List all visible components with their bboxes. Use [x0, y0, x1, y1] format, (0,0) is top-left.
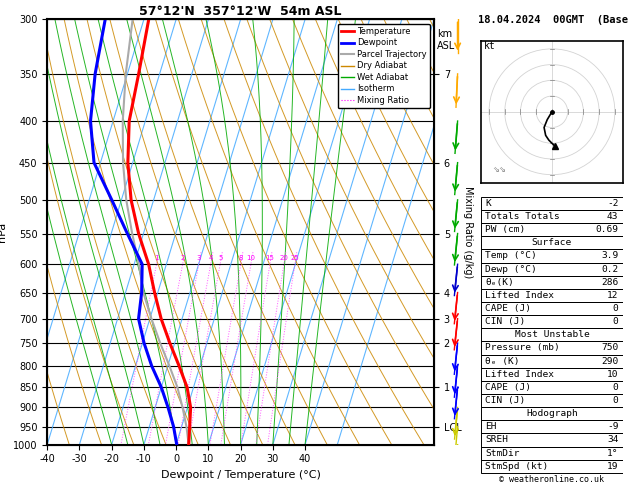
Bar	[481, 368, 623, 381]
Bar	[481, 210, 623, 223]
Text: 34: 34	[607, 435, 618, 445]
Bar	[481, 302, 623, 315]
Y-axis label: hPa: hPa	[0, 222, 8, 242]
Text: 1°: 1°	[607, 449, 618, 458]
Text: 290: 290	[601, 357, 618, 365]
Text: 0.69: 0.69	[596, 225, 618, 234]
Text: Dewp (°C): Dewp (°C)	[486, 264, 537, 274]
Bar	[481, 315, 623, 328]
X-axis label: Dewpoint / Temperature (°C): Dewpoint / Temperature (°C)	[160, 470, 321, 480]
Text: ⇘⇘: ⇘⇘	[492, 165, 506, 174]
Legend: Temperature, Dewpoint, Parcel Trajectory, Dry Adiabat, Wet Adiabat, Isotherm, Mi: Temperature, Dewpoint, Parcel Trajectory…	[338, 24, 430, 108]
Text: 3.9: 3.9	[601, 251, 618, 260]
Text: 19: 19	[607, 462, 618, 471]
Text: 0.2: 0.2	[601, 264, 618, 274]
Text: EH: EH	[486, 422, 497, 432]
Text: Lifted Index: Lifted Index	[486, 291, 554, 300]
Text: CAPE (J): CAPE (J)	[486, 304, 532, 313]
Bar	[481, 249, 623, 262]
Bar	[481, 276, 623, 289]
Bar	[481, 262, 623, 276]
Bar	[481, 381, 623, 394]
Text: 43: 43	[607, 212, 618, 221]
Bar	[481, 328, 623, 341]
Text: SREH: SREH	[486, 435, 508, 445]
Bar	[481, 447, 623, 460]
Text: 0: 0	[613, 304, 618, 313]
Text: © weatheronline.co.uk: © weatheronline.co.uk	[499, 475, 604, 484]
Text: Most Unstable: Most Unstable	[515, 330, 589, 339]
Text: 10: 10	[607, 370, 618, 379]
Text: 20: 20	[280, 255, 289, 261]
Text: StmDir: StmDir	[486, 449, 520, 458]
Text: Temp (°C): Temp (°C)	[486, 251, 537, 260]
Text: 0: 0	[613, 383, 618, 392]
Text: PW (cm): PW (cm)	[486, 225, 526, 234]
Text: 12: 12	[607, 291, 618, 300]
Text: -9: -9	[607, 422, 618, 432]
Text: Totals Totals: Totals Totals	[486, 212, 560, 221]
Text: 25: 25	[291, 255, 299, 261]
Text: CIN (J): CIN (J)	[486, 396, 526, 405]
Y-axis label: Mixing Ratio (g/kg): Mixing Ratio (g/kg)	[462, 186, 472, 278]
Bar	[481, 434, 623, 447]
Text: km
ASL: km ASL	[437, 29, 455, 51]
Bar	[481, 289, 623, 302]
Bar	[481, 223, 623, 236]
Text: 0: 0	[613, 396, 618, 405]
Text: Surface: Surface	[532, 238, 572, 247]
Text: θₑ (K): θₑ (K)	[486, 357, 520, 365]
Text: CAPE (J): CAPE (J)	[486, 383, 532, 392]
Text: CIN (J): CIN (J)	[486, 317, 526, 326]
Bar	[481, 394, 623, 407]
Text: 5: 5	[218, 255, 223, 261]
Bar	[481, 197, 623, 210]
Text: θₑ(K): θₑ(K)	[486, 278, 514, 287]
Text: kt: kt	[484, 41, 496, 51]
Text: 15: 15	[265, 255, 274, 261]
Text: 750: 750	[601, 344, 618, 352]
Bar	[481, 341, 623, 355]
Text: 0: 0	[613, 317, 618, 326]
Text: Pressure (mb): Pressure (mb)	[486, 344, 560, 352]
Title: 57°12'N  357°12'W  54m ASL: 57°12'N 357°12'W 54m ASL	[140, 5, 342, 18]
Text: 4: 4	[209, 255, 213, 261]
Text: 286: 286	[601, 278, 618, 287]
Text: 8: 8	[239, 255, 243, 261]
Bar	[481, 460, 623, 473]
Text: 10: 10	[247, 255, 255, 261]
Bar	[481, 420, 623, 434]
Text: -2: -2	[607, 199, 618, 208]
Text: 1: 1	[155, 255, 159, 261]
Text: StmSpd (kt): StmSpd (kt)	[486, 462, 548, 471]
Bar	[481, 407, 623, 420]
Text: K: K	[486, 199, 491, 208]
Bar	[481, 355, 623, 368]
Text: 2: 2	[181, 255, 185, 261]
Text: Hodograph: Hodograph	[526, 409, 578, 418]
Bar	[481, 236, 623, 249]
Text: 3: 3	[197, 255, 201, 261]
Text: 18.04.2024  00GMT  (Base: 00): 18.04.2024 00GMT (Base: 00)	[478, 15, 629, 25]
Text: Lifted Index: Lifted Index	[486, 370, 554, 379]
